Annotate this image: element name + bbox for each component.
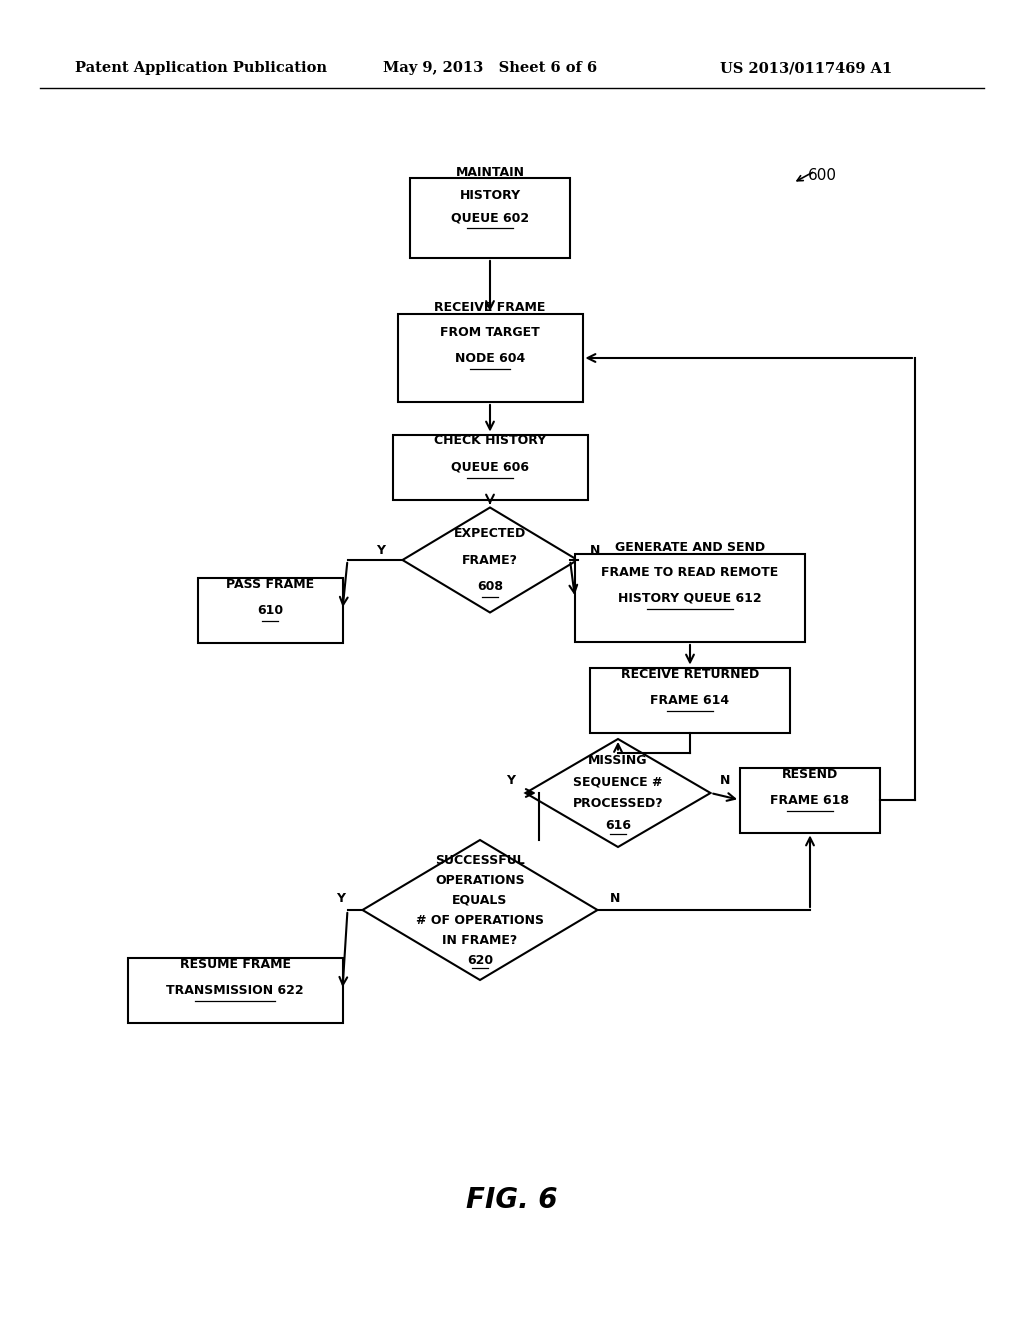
FancyBboxPatch shape [575,554,805,642]
FancyBboxPatch shape [740,767,880,833]
Text: Y: Y [376,544,385,557]
Text: HISTORY: HISTORY [460,189,520,202]
Text: TRANSMISSION 622: TRANSMISSION 622 [166,983,304,997]
Text: N: N [590,544,601,557]
Text: FRAME 614: FRAME 614 [650,693,729,706]
Text: SUCCESSFUL: SUCCESSFUL [435,854,525,866]
Text: CHECK HISTORY: CHECK HISTORY [434,434,546,447]
Text: # OF OPERATIONS: # OF OPERATIONS [416,913,544,927]
FancyBboxPatch shape [590,668,790,733]
FancyBboxPatch shape [410,178,570,257]
Text: RECEIVE RETURNED: RECEIVE RETURNED [621,668,759,681]
Text: FRAME 618: FRAME 618 [770,793,850,807]
Text: MISSING: MISSING [588,754,648,767]
Text: EXPECTED: EXPECTED [454,527,526,540]
Text: PROCESSED?: PROCESSED? [572,797,664,810]
Text: GENERATE AND SEND: GENERATE AND SEND [615,541,765,554]
Text: FIG. 6: FIG. 6 [466,1185,558,1214]
Text: Y: Y [506,775,515,788]
Text: MAINTAIN: MAINTAIN [456,166,524,178]
Text: SEQUENCE #: SEQUENCE # [573,776,663,789]
Text: IN FRAME?: IN FRAME? [442,933,517,946]
FancyBboxPatch shape [392,434,588,499]
Text: FROM TARGET: FROM TARGET [440,326,540,339]
Polygon shape [402,507,578,612]
Text: Patent Application Publication: Patent Application Publication [75,61,327,75]
Polygon shape [525,739,711,847]
Text: 616: 616 [605,818,631,832]
Text: FRAME?: FRAME? [462,553,518,566]
Text: RESUME FRAME: RESUME FRAME [179,957,291,970]
Text: QUEUE 602: QUEUE 602 [451,211,529,224]
Text: Y: Y [336,891,345,904]
Text: 608: 608 [477,579,503,593]
Text: May 9, 2013   Sheet 6 of 6: May 9, 2013 Sheet 6 of 6 [383,61,597,75]
Text: N: N [720,775,731,788]
Polygon shape [362,840,597,979]
Text: HISTORY QUEUE 612: HISTORY QUEUE 612 [618,591,762,605]
Text: 620: 620 [467,953,494,966]
Text: QUEUE 606: QUEUE 606 [451,461,529,474]
Text: NODE 604: NODE 604 [455,351,525,364]
Text: PASS FRAME: PASS FRAME [226,578,314,590]
Text: OPERATIONS: OPERATIONS [435,874,525,887]
FancyBboxPatch shape [128,957,342,1023]
FancyBboxPatch shape [397,314,583,403]
Text: N: N [610,891,621,904]
Text: EQUALS: EQUALS [453,894,508,907]
Text: 600: 600 [808,168,837,182]
FancyBboxPatch shape [198,578,342,643]
Text: 610: 610 [257,603,283,616]
Text: RECEIVE FRAME: RECEIVE FRAME [434,301,546,314]
Text: US 2013/0117469 A1: US 2013/0117469 A1 [720,61,892,75]
Text: RESEND: RESEND [782,767,838,780]
Text: FRAME TO READ REMOTE: FRAME TO READ REMOTE [601,566,778,579]
